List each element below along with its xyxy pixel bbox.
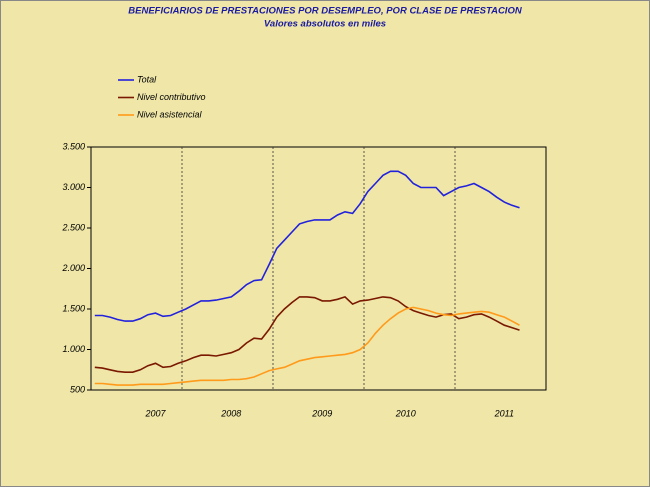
- series-line: [94, 170, 520, 322]
- series-line: [94, 295, 520, 374]
- y-tick-label: 3.500: [62, 141, 85, 151]
- y-tick-label: 2.000: [61, 263, 85, 273]
- x-tick-label: 2009: [311, 408, 332, 418]
- series-line: [94, 306, 520, 386]
- legend-label: Nivel asistencial: [137, 109, 203, 119]
- legend-label: Nivel contributivo: [137, 92, 206, 102]
- chart-title: BENEFICIARIOS DE PRESTACIONES POR DESEMP…: [128, 6, 523, 17]
- y-tick-label: 500: [70, 384, 85, 394]
- x-tick-label: 2008: [220, 408, 241, 418]
- plot-area: [90, 146, 547, 391]
- x-tick-label: 2010: [395, 408, 416, 418]
- x-tick-label: 2011: [494, 408, 514, 418]
- legend-label: Total: [137, 74, 157, 84]
- chart-subtitle: Valores absolutos en miles: [264, 19, 386, 30]
- y-tick-label: 1.500: [62, 303, 85, 313]
- y-tick-label: 1.000: [62, 344, 85, 354]
- year-separators: [181, 147, 456, 390]
- x-tick-label: 2007: [144, 408, 166, 418]
- y-tick-label: 3.000: [62, 182, 85, 192]
- y-tick-label: 2.500: [61, 222, 85, 232]
